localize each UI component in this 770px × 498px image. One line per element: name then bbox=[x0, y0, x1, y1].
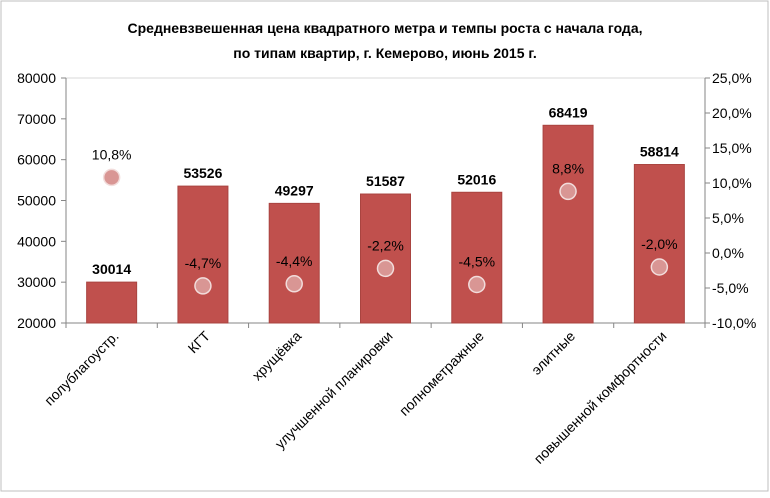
chart-title-line2: по типам квартир, г. Кемерово, июнь 2015… bbox=[233, 45, 536, 61]
growth-point bbox=[559, 182, 577, 201]
bar-value-label: 53526 bbox=[183, 165, 222, 181]
bar bbox=[177, 185, 229, 324]
growth-point bbox=[468, 275, 486, 294]
right-tick-label: -5,0% bbox=[712, 280, 749, 296]
left-tick-label: 30000 bbox=[17, 274, 56, 290]
growth-point bbox=[194, 277, 212, 295]
bar-value-label: 49297 bbox=[275, 182, 314, 198]
right-tick-label: 10,0% bbox=[712, 175, 752, 191]
left-tick-label: 50000 bbox=[17, 193, 56, 209]
right-tick-label: -10,0% bbox=[712, 315, 756, 331]
growth-label: -2,2% bbox=[367, 237, 404, 253]
right-tick-label: 5,0% bbox=[712, 210, 744, 226]
chart-title-line1: Средневзвешенная цена квадратного метра … bbox=[128, 20, 643, 36]
bar bbox=[542, 124, 594, 324]
right-tick-label: 15,0% bbox=[712, 140, 752, 156]
growth-label: -2,0% bbox=[641, 236, 678, 252]
left-tick-label: 60000 bbox=[17, 152, 56, 168]
bar-value-label: 68419 bbox=[549, 104, 588, 120]
left-tick-label: 80000 bbox=[17, 70, 56, 86]
growth-label: 10,8% bbox=[92, 146, 132, 162]
growth-point bbox=[376, 259, 395, 278]
growth-label: -4,5% bbox=[458, 254, 495, 270]
right-tick-label: 0,0% bbox=[712, 245, 744, 261]
growth-point bbox=[102, 168, 121, 187]
growth-label: -4,4% bbox=[276, 253, 313, 269]
right-tick-label: 25,0% bbox=[712, 70, 752, 86]
bar-value-label: 58814 bbox=[640, 144, 679, 160]
left-tick-label: 40000 bbox=[17, 233, 56, 249]
growth-point bbox=[285, 275, 303, 293]
bar bbox=[360, 193, 411, 324]
bar-value-label: 30014 bbox=[92, 261, 131, 277]
bar-value-label: 51587 bbox=[366, 173, 405, 189]
growth-point bbox=[650, 258, 669, 276]
growth-label: -4,7% bbox=[185, 255, 222, 271]
left-tick-label: 70000 bbox=[17, 111, 56, 127]
bar-value-label: 52016 bbox=[457, 171, 496, 187]
left-tick-label: 20000 bbox=[17, 315, 56, 331]
growth-label: 8,8% bbox=[552, 160, 584, 176]
bar bbox=[451, 191, 503, 324]
bar bbox=[633, 164, 685, 324]
bar bbox=[268, 202, 320, 324]
right-tick-label: 20,0% bbox=[712, 105, 752, 121]
bar bbox=[86, 281, 138, 324]
